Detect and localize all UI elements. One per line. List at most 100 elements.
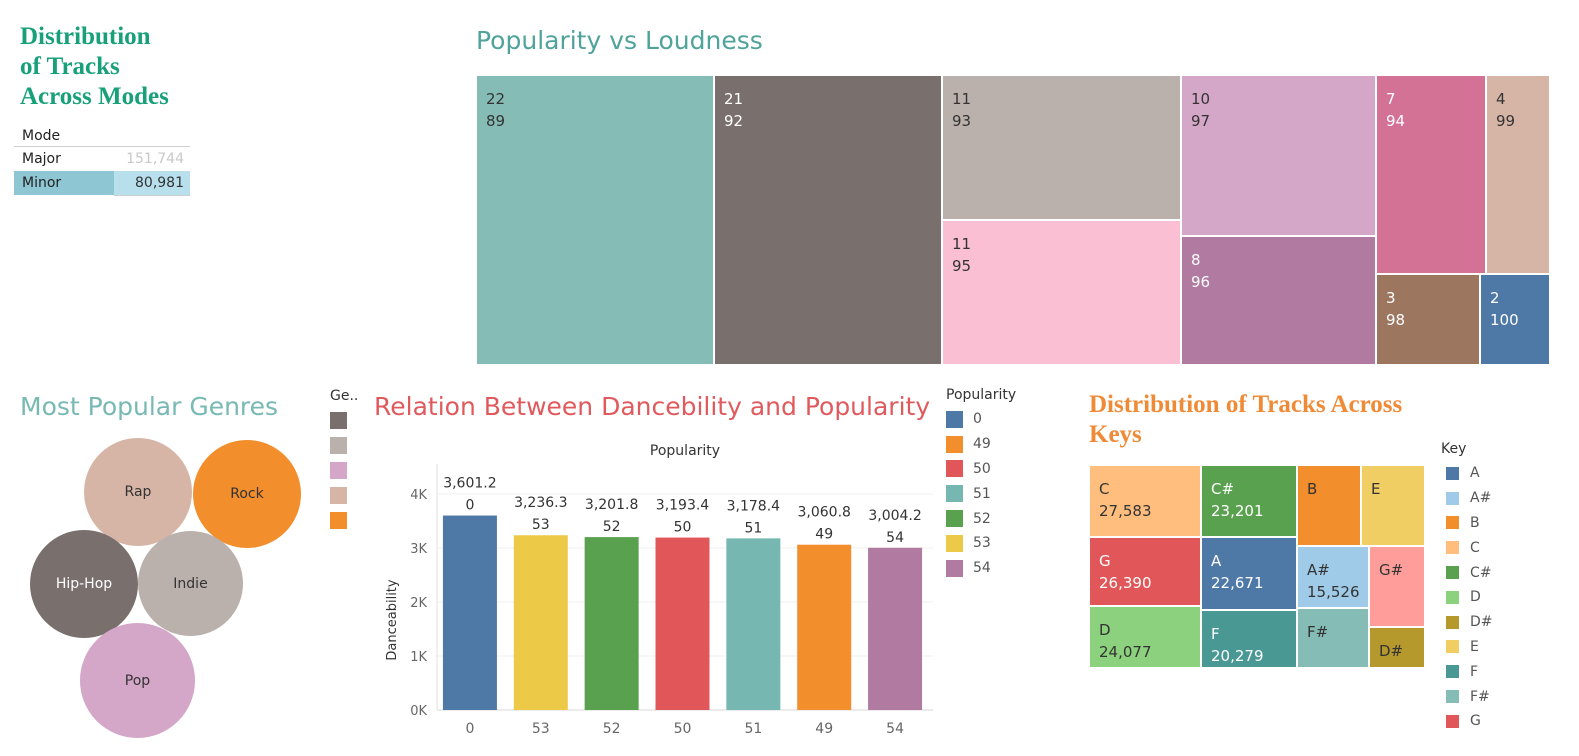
y-axis-label: Danceability: [385, 579, 400, 661]
key-treemap-cell[interactable]: C# 23,201: [1201, 465, 1297, 537]
y-tick-label: 4K: [410, 488, 427, 503]
key-legend-item[interactable]: G: [1441, 709, 1493, 734]
treemap-cell[interactable]: 10 97: [1181, 75, 1376, 236]
bar[interactable]: [513, 535, 568, 710]
treemap-cell-popularity: 89: [486, 112, 506, 130]
treemap-cell-value: 8: [1191, 251, 1201, 269]
treemap-cell-label: 3 98: [1386, 287, 1405, 331]
key-legend-item[interactable]: E: [1441, 635, 1493, 660]
genre-legend-swatch[interactable]: [330, 462, 347, 479]
legend-item[interactable]: 54: [946, 556, 1016, 581]
bar[interactable]: [584, 537, 639, 710]
treemap-cell-value: 11: [952, 90, 972, 108]
treemap-cell[interactable]: 21 92: [714, 75, 942, 365]
treemap-cell[interactable]: 3 98: [1376, 274, 1480, 365]
key-legend-item[interactable]: A#: [1441, 486, 1493, 511]
bar[interactable]: [797, 544, 852, 710]
table-row[interactable]: Minor 80,981: [14, 171, 190, 196]
bar-value-label: 3,004.2: [868, 508, 921, 524]
genre-bubble[interactable]: Rock: [193, 440, 301, 548]
mode-column-header: Mode: [22, 128, 61, 144]
treemap-cell-label: 21 92: [724, 88, 743, 132]
key-treemap-cell[interactable]: B: [1297, 465, 1361, 546]
key-cell-count: 22,671: [1211, 574, 1264, 592]
key-legend-item[interactable]: A: [1441, 461, 1493, 486]
genre-legend-swatch[interactable]: [330, 412, 347, 429]
key-treemap-cell[interactable]: E: [1361, 465, 1425, 546]
treemap-cell-label: 11 95: [952, 233, 971, 277]
treemap-cell[interactable]: 7 94: [1376, 75, 1486, 274]
key-legend-item[interactable]: B: [1441, 511, 1493, 536]
bar-category-label: 51: [744, 520, 762, 536]
legend-swatch: [946, 485, 963, 503]
genre-bubble[interactable]: Pop: [80, 623, 195, 738]
legend-item[interactable]: 0: [946, 407, 1016, 432]
legend-swatch: [946, 559, 963, 577]
key-treemap-cell[interactable]: G 26,390: [1089, 537, 1201, 606]
key-cell-key: E: [1371, 480, 1381, 498]
bar-category-label: 53: [532, 517, 550, 533]
key-legend-item[interactable]: C: [1441, 535, 1493, 560]
legend-swatch: [1446, 690, 1459, 704]
key-treemap-cell[interactable]: D 24,077: [1089, 606, 1201, 668]
treemap-cell[interactable]: 2 100: [1480, 274, 1550, 365]
key-legend-item[interactable]: C#: [1441, 560, 1493, 585]
treemap-cell[interactable]: 4 99: [1486, 75, 1550, 274]
genre-legend-swatch[interactable]: [330, 512, 347, 529]
key-cell-key: C: [1099, 480, 1110, 498]
legend-item[interactable]: 53: [946, 531, 1016, 556]
key-treemap-cell[interactable]: C 27,583: [1089, 465, 1201, 537]
treemap-cell[interactable]: 8 96: [1181, 236, 1376, 365]
key-treemap-cell[interactable]: F 20,279: [1201, 610, 1297, 668]
selected-cell-highlight: [114, 171, 190, 195]
genre-legend-swatch[interactable]: [330, 487, 347, 504]
table-row[interactable]: Major 151,744: [14, 147, 190, 171]
popularity-legend-items: 0 49 50 51 52 53 54: [946, 407, 1016, 581]
treemap-cell-popularity: 100: [1490, 311, 1519, 329]
treemap-cell[interactable]: 11 95: [942, 220, 1181, 365]
legend-item[interactable]: 51: [946, 481, 1016, 506]
key-legend-item[interactable]: F#: [1441, 684, 1493, 709]
genre-bubble[interactable]: Rap: [84, 438, 192, 546]
modes-title-line: Distribution: [20, 23, 151, 50]
key-legend-item[interactable]: D: [1441, 585, 1493, 610]
treemap-cell-value: 21: [724, 90, 744, 108]
legend-label: A: [1470, 465, 1480, 482]
genre-bubble[interactable]: Indie: [138, 531, 243, 636]
bar[interactable]: [442, 515, 497, 710]
genre-legend-swatch[interactable]: [330, 437, 347, 454]
mode-value: 151,744: [126, 151, 184, 167]
x-tick-label: 54: [886, 721, 904, 737]
bar[interactable]: [868, 547, 923, 710]
x-tick-label: 50: [674, 721, 692, 737]
legend-swatch: [946, 410, 963, 428]
key-treemap-cell[interactable]: F#: [1297, 608, 1369, 668]
key-legend-item[interactable]: D#: [1441, 610, 1493, 635]
key-treemap-cell[interactable]: G#: [1369, 546, 1425, 627]
key-cell-count: 15,526: [1307, 583, 1360, 601]
key-cell-label: C# 23,201: [1211, 478, 1264, 522]
legend-label: 54: [973, 560, 991, 577]
treemap-cell-popularity: 94: [1386, 112, 1406, 130]
key-cell-count: 23,201: [1211, 502, 1264, 520]
key-treemap-cell[interactable]: D#: [1369, 627, 1425, 668]
bar-value-label: 3,193.4: [656, 498, 710, 514]
bar[interactable]: [655, 537, 710, 710]
treemap-cell[interactable]: 22 89: [476, 75, 714, 365]
key-treemap-cell[interactable]: A 22,671: [1201, 537, 1297, 610]
legend-item[interactable]: 49: [946, 432, 1016, 457]
key-treemap-cell[interactable]: A# 15,526: [1297, 546, 1369, 608]
key-cell-label: E: [1371, 478, 1380, 500]
bar[interactable]: [726, 538, 781, 710]
treemap-cell-value: 4: [1496, 90, 1506, 108]
key-legend-item[interactable]: F: [1441, 659, 1493, 684]
legend-item[interactable]: 52: [946, 506, 1016, 531]
key-cell-label: G 26,390: [1099, 550, 1152, 594]
key-legend: Key A A# B C C# D D# E F F# G: [1441, 441, 1493, 734]
genre-bubble[interactable]: Hip-Hop: [30, 530, 138, 638]
treemap-cell[interactable]: 11 93: [942, 75, 1181, 220]
legend-item[interactable]: 50: [946, 457, 1016, 482]
y-tick-label: 0K: [410, 704, 427, 719]
x-tick-label: 0: [465, 721, 474, 737]
treemap-cell-label: 4 99: [1496, 88, 1515, 132]
